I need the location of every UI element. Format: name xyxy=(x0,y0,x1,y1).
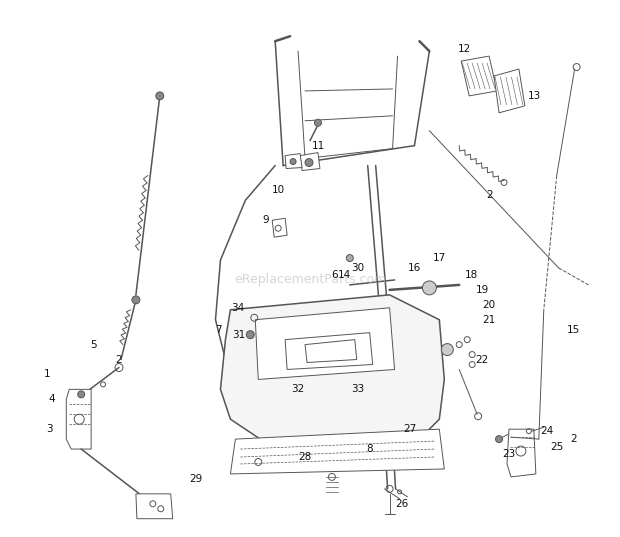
Text: 17: 17 xyxy=(433,253,446,263)
Polygon shape xyxy=(300,153,320,171)
Polygon shape xyxy=(285,332,373,369)
Text: 31: 31 xyxy=(232,330,245,340)
Polygon shape xyxy=(136,494,173,519)
Text: 33: 33 xyxy=(351,384,365,394)
Text: 10: 10 xyxy=(272,185,285,195)
Text: 22: 22 xyxy=(476,354,489,365)
Text: 28: 28 xyxy=(298,452,312,462)
Text: eReplacementParts.com: eReplacementParts.com xyxy=(234,273,386,286)
Circle shape xyxy=(422,281,436,295)
Text: 5: 5 xyxy=(90,339,97,350)
Text: 32: 32 xyxy=(291,384,304,394)
Text: 26: 26 xyxy=(395,499,408,509)
Polygon shape xyxy=(221,295,445,439)
Circle shape xyxy=(246,331,254,339)
Text: 4: 4 xyxy=(48,394,55,404)
Text: 6: 6 xyxy=(332,270,338,280)
Text: 25: 25 xyxy=(550,442,564,452)
Polygon shape xyxy=(231,429,445,474)
Polygon shape xyxy=(285,154,302,169)
Circle shape xyxy=(495,436,502,442)
Circle shape xyxy=(305,158,313,166)
Text: 7: 7 xyxy=(215,325,222,335)
Text: 1: 1 xyxy=(44,369,51,380)
Text: 8: 8 xyxy=(366,444,373,454)
Text: 13: 13 xyxy=(528,91,541,101)
Text: 11: 11 xyxy=(311,141,325,151)
Circle shape xyxy=(290,158,296,164)
Text: 16: 16 xyxy=(408,263,421,273)
Polygon shape xyxy=(272,218,287,237)
Text: 2: 2 xyxy=(485,191,492,200)
Polygon shape xyxy=(494,69,525,113)
Polygon shape xyxy=(305,339,356,362)
Text: 24: 24 xyxy=(540,426,554,436)
Text: 30: 30 xyxy=(351,263,365,273)
Circle shape xyxy=(78,391,85,398)
Text: 12: 12 xyxy=(458,44,471,54)
Polygon shape xyxy=(66,389,91,449)
Circle shape xyxy=(132,296,140,304)
Circle shape xyxy=(314,119,321,126)
Text: 21: 21 xyxy=(482,315,496,325)
Text: 14: 14 xyxy=(338,270,352,280)
Circle shape xyxy=(347,255,353,262)
Text: 2: 2 xyxy=(570,434,577,444)
Text: 23: 23 xyxy=(502,449,516,459)
Text: 3: 3 xyxy=(46,424,53,434)
Text: 34: 34 xyxy=(231,303,244,313)
Text: 29: 29 xyxy=(189,474,202,484)
Text: 20: 20 xyxy=(482,300,495,310)
Polygon shape xyxy=(507,429,536,477)
Text: 9: 9 xyxy=(262,215,268,225)
Circle shape xyxy=(156,92,164,100)
Text: 19: 19 xyxy=(476,285,489,295)
Text: 15: 15 xyxy=(567,325,580,335)
Text: 2: 2 xyxy=(116,354,122,365)
Polygon shape xyxy=(255,308,394,380)
Text: 27: 27 xyxy=(403,424,416,434)
Text: 18: 18 xyxy=(464,270,478,280)
Circle shape xyxy=(441,344,453,355)
Polygon shape xyxy=(461,56,497,96)
